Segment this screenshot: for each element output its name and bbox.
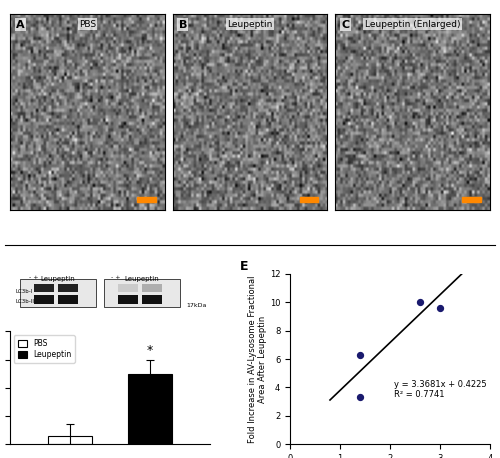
Point [356, 351, 364, 359]
Bar [34, 295, 54, 305]
Text: LC3b-I: LC3b-I [16, 289, 34, 294]
Point [436, 304, 444, 311]
Text: y = 3.3681x + 0.4225
R² = 0.7741: y = 3.3681x + 0.4225 R² = 0.7741 [394, 380, 486, 399]
Text: PBS: PBS [79, 20, 96, 28]
Text: Leupeptin: Leupeptin [124, 276, 160, 282]
Text: Leupeptin (Enlarged): Leupeptin (Enlarged) [365, 20, 460, 28]
Bar [462, 197, 480, 202]
Text: 17kDa: 17kDa [186, 303, 206, 308]
Y-axis label: Fold Increase in AV-Lysosome Fractional
Area After Leupeptin: Fold Increase in AV-Lysosome Fractional … [248, 275, 267, 443]
Legend: PBS, Leupeptin: PBS, Leupeptin [14, 335, 75, 363]
Bar [300, 197, 318, 202]
Point [356, 393, 364, 400]
Bar [34, 284, 54, 292]
Point [416, 299, 424, 306]
Text: C: C [342, 20, 349, 30]
Bar [128, 374, 172, 444]
Bar [118, 284, 138, 292]
Text: LC3b-II: LC3b-II [16, 300, 35, 304]
FancyBboxPatch shape [20, 279, 96, 307]
FancyBboxPatch shape [104, 279, 180, 307]
Bar [48, 436, 92, 444]
Bar [58, 284, 78, 292]
Text: E: E [240, 260, 248, 273]
Bar [137, 197, 156, 202]
Text: B: B [179, 20, 187, 30]
Bar [118, 295, 138, 305]
Text: - +: - + [29, 275, 39, 280]
Text: - +: - + [112, 275, 121, 280]
Bar [58, 295, 78, 305]
Bar [142, 295, 162, 305]
Text: A: A [16, 20, 25, 30]
Text: *: * [147, 344, 153, 357]
Bar [142, 284, 162, 292]
Text: Leupeptin: Leupeptin [40, 276, 76, 282]
Text: Leupeptin: Leupeptin [228, 20, 272, 28]
